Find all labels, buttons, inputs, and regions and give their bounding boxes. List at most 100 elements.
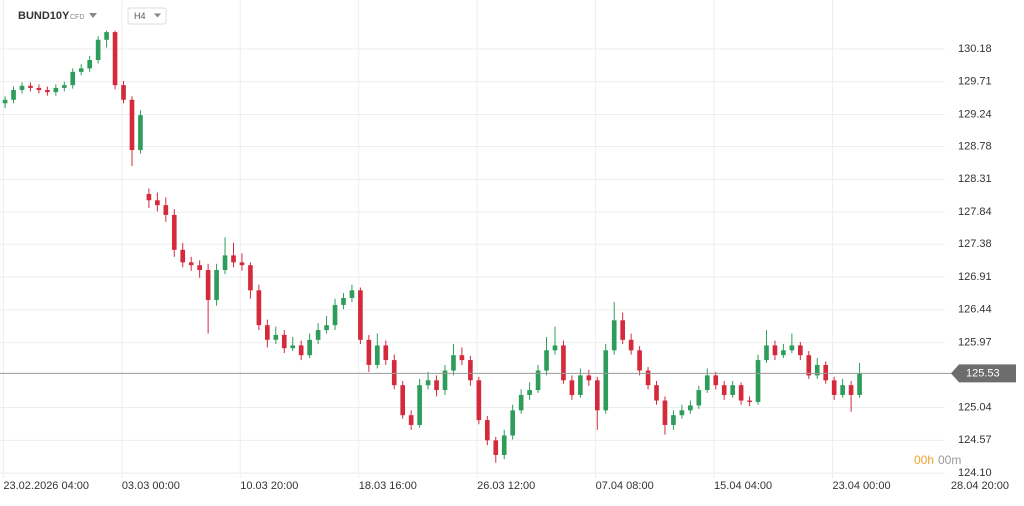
- candle-body: [603, 350, 609, 411]
- candle-body: [637, 350, 642, 371]
- candle-body: [332, 304, 338, 326]
- candle-body: [840, 385, 845, 395]
- candle-body: [188, 262, 194, 266]
- y-tick-label: 127.84: [958, 206, 992, 218]
- y-tick-label: 130.18: [958, 43, 992, 55]
- candle-body: [459, 355, 465, 361]
- candle-body: [493, 440, 499, 455]
- x-tick-label: 15.04 04:00: [714, 480, 772, 492]
- candle-body: [281, 334, 287, 349]
- candle-body: [535, 370, 541, 391]
- candle-body: [645, 370, 651, 386]
- x-tick-label: 26.03 12:00: [477, 480, 535, 492]
- candle-body: [738, 385, 744, 401]
- candle-body: [721, 385, 727, 395]
- candle-body: [518, 394, 524, 411]
- candle-body: [87, 60, 93, 69]
- candle-body: [391, 360, 397, 386]
- candle-body: [434, 380, 439, 391]
- x-tick-label: 23.02.2026 04:00: [3, 480, 89, 492]
- candle-body: [451, 355, 456, 371]
- candle-body: [374, 345, 380, 365]
- candle-body: [806, 355, 812, 376]
- candle-body: [256, 290, 262, 326]
- countdown-minutes: 00m: [938, 453, 961, 467]
- grid: [0, 0, 945, 478]
- candle-body: [45, 90, 50, 93]
- instrument-dropdown[interactable]: [89, 13, 97, 18]
- candle-body: [569, 380, 575, 395]
- y-tick-label: 129.24: [958, 108, 992, 120]
- candle-body: [307, 339, 312, 356]
- candle-body: [358, 290, 363, 340]
- x-tick-label: 18.03 16:00: [359, 480, 417, 492]
- candle-body: [171, 214, 177, 250]
- candle-body: [231, 255, 236, 263]
- x-tick-label: 10.03 20:00: [240, 480, 298, 492]
- x-tick-label: 23.04 00:00: [832, 480, 890, 492]
- candle-body: [823, 364, 829, 381]
- candles: [2, 30, 862, 463]
- candle-body: [544, 350, 549, 371]
- candle-body: [290, 345, 296, 349]
- candle-body: [315, 330, 321, 340]
- candle-body: [222, 255, 228, 271]
- timeframe[interactable]: H4: [134, 11, 146, 21]
- y-tick-label: 124.57: [958, 434, 992, 446]
- candle-body: [366, 339, 372, 365]
- candle-body: [163, 205, 169, 215]
- candle-body: [408, 415, 414, 425]
- candle-body: [730, 385, 735, 395]
- candle-body: [425, 380, 431, 386]
- y-tick-label: 126.91: [958, 271, 992, 283]
- candle-body: [248, 265, 253, 291]
- instrument-name[interactable]: BUND10Y: [18, 10, 70, 22]
- candle-body: [155, 200, 160, 206]
- candle-body: [28, 85, 33, 88]
- candle-body: [704, 375, 710, 391]
- y-tick-label: 126.44: [958, 304, 992, 316]
- candle-body: [104, 32, 109, 40]
- candle-body: [400, 385, 406, 416]
- y-tick-label: 124.10: [958, 467, 992, 479]
- y-tick-label: 129.71: [958, 76, 992, 88]
- candle-body: [11, 90, 16, 100]
- current-price-tag: [951, 364, 1016, 383]
- candle-body: [2, 99, 8, 104]
- candle-body: [662, 400, 668, 425]
- candle-body: [527, 390, 532, 395]
- x-tick-label: 07.04 08:00: [596, 480, 654, 492]
- candle-body: [484, 420, 490, 441]
- candle-body: [468, 360, 473, 381]
- timeframe-dropdown[interactable]: [154, 13, 161, 18]
- candle-body: [78, 68, 84, 72]
- candle-body: [561, 345, 566, 381]
- candle-body: [197, 265, 202, 271]
- candle-body: [383, 345, 389, 361]
- candle-body: [205, 270, 211, 301]
- candle-body: [857, 373, 862, 395]
- x-tick-label: 03.03 00:00: [122, 480, 180, 492]
- candle-body: [688, 405, 693, 411]
- candle-body: [180, 249, 186, 263]
- candle-body: [417, 385, 422, 425]
- candle-body: [798, 345, 803, 356]
- candle-body: [679, 410, 685, 416]
- y-tick-label: 127.38: [958, 238, 992, 250]
- axes: 130.18 129.71 129.24 128.78 128.31 127.84 127.…: [0, 43, 1016, 492]
- candle-body: [121, 85, 126, 100]
- candle-body: [53, 87, 59, 93]
- y-tick-label: 125.97: [958, 337, 992, 349]
- candle-body: [19, 85, 25, 91]
- candle-body: [628, 339, 634, 351]
- candle-body: [442, 370, 448, 391]
- candle-body: [654, 385, 659, 401]
- candle-body: [848, 385, 854, 395]
- candle-body: [273, 334, 279, 340]
- timeframe-box[interactable]: [127, 7, 167, 25]
- candle-body: [341, 297, 346, 305]
- candle-body: [265, 325, 270, 340]
- candle-body: [620, 320, 625, 340]
- candle-body: [324, 325, 329, 331]
